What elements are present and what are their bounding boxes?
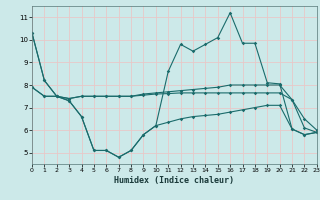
X-axis label: Humidex (Indice chaleur): Humidex (Indice chaleur): [115, 176, 234, 185]
